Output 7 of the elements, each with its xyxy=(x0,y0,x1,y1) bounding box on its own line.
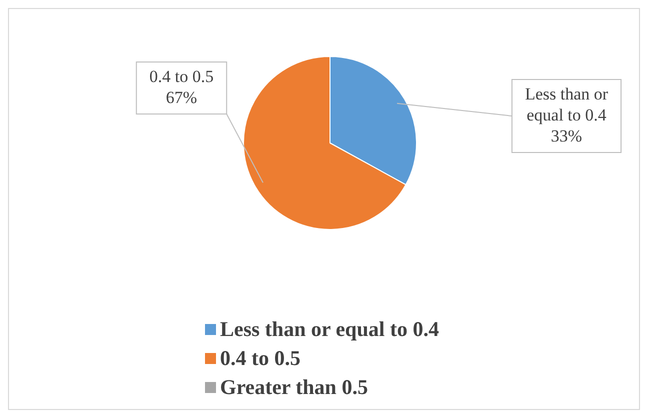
legend-label: Less than or equal to 0.4 xyxy=(220,317,439,342)
legend-label: Greater than 0.5 xyxy=(220,375,368,400)
legend-label: 0.4 to 0.5 xyxy=(220,346,300,371)
data-label: 67% xyxy=(166,88,198,107)
slice-label: Less than or equal to 0.4 xyxy=(524,84,608,124)
data-label: 33% xyxy=(550,126,582,146)
slice-label: 0.4 to 0.5 xyxy=(149,66,214,86)
